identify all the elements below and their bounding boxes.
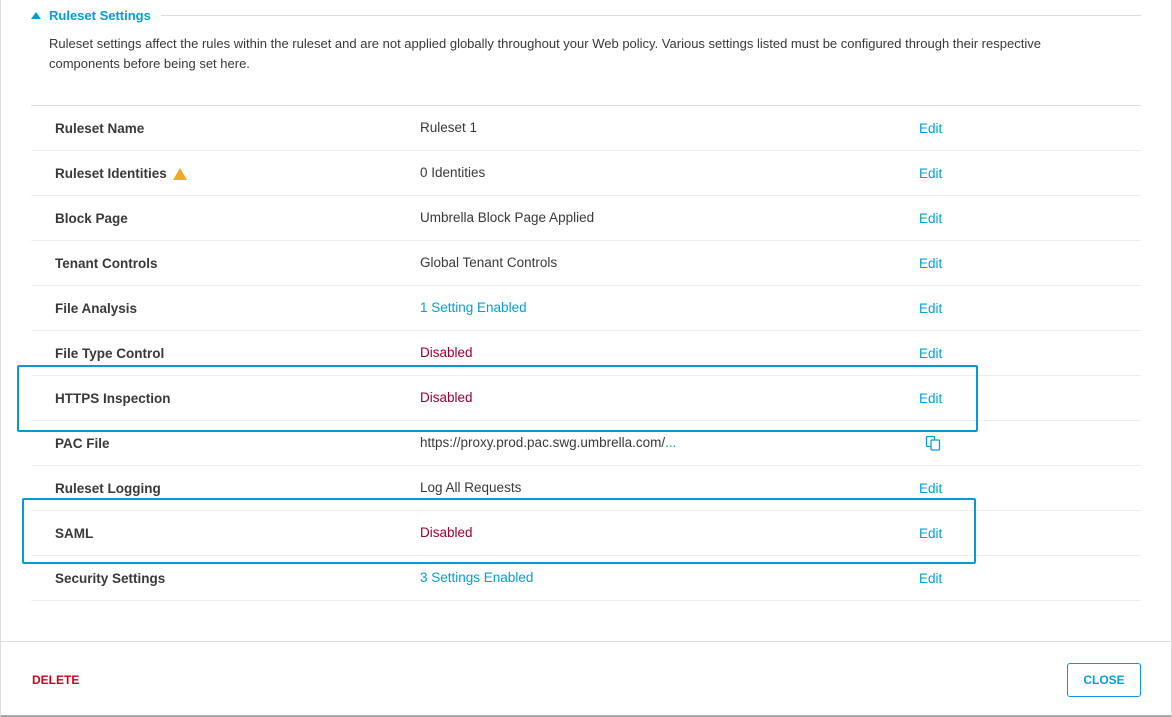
table-row: Ruleset Identities 0 Identities Edit	[31, 151, 1141, 196]
row-label: Ruleset Identities	[55, 166, 187, 181]
table-row: Ruleset Name Ruleset 1 Edit	[31, 106, 1141, 151]
section-description: Ruleset settings affect the rules within…	[49, 36, 1041, 71]
row-label: Tenant Controls	[55, 256, 158, 271]
edit-link[interactable]: Edit	[919, 211, 943, 226]
edit-link[interactable]: Edit	[919, 391, 943, 406]
modal-footer: DELETE CLOSE	[1, 641, 1171, 715]
row-value: Umbrella Block Page Applied	[420, 210, 595, 225]
row-value[interactable]: 3 Settings Enabled	[420, 570, 534, 585]
edit-link[interactable]: Edit	[919, 571, 943, 586]
edit-link[interactable]: Edit	[919, 481, 943, 496]
table-row: PAC File https://proxy.prod.pac.swg.umbre…	[31, 421, 1141, 466]
row-value: Disabled	[420, 390, 473, 405]
edit-link[interactable]: Edit	[919, 121, 943, 136]
close-button[interactable]: CLOSE	[1067, 663, 1141, 697]
row-label: HTTPS Inspection	[55, 391, 171, 406]
row-label: SAML	[55, 526, 94, 541]
table-row: SAML Disabled Edit	[31, 511, 1141, 556]
edit-link[interactable]: Edit	[919, 256, 943, 271]
row-value: Global Tenant Controls	[420, 255, 558, 270]
copy-icon[interactable]	[925, 435, 941, 451]
row-value: https://proxy.prod.pac.swg.umbrella.com/…	[420, 435, 677, 450]
highlight-box-saml	[22, 498, 976, 564]
row-value: 0 Identities	[420, 165, 486, 180]
delete-button[interactable]: DELETE	[32, 673, 80, 687]
row-label: File Analysis	[55, 301, 138, 316]
row-label: Ruleset Logging	[55, 481, 161, 496]
expand-ellipsis[interactable]: ...	[665, 435, 677, 450]
row-label: PAC File	[55, 436, 110, 451]
table-row: Ruleset Logging Log All Requests Edit	[31, 466, 1141, 511]
divider	[160, 15, 1141, 16]
row-value: Disabled	[420, 525, 473, 540]
edit-link[interactable]: Edit	[919, 301, 943, 316]
table-row: File Analysis 1 Setting Enabled Edit	[31, 286, 1141, 331]
warning-icon	[172, 167, 187, 180]
table-row: Block Page Umbrella Block Page Applied Edi…	[31, 196, 1141, 241]
collapse-triangle-icon[interactable]	[31, 12, 41, 19]
row-label: Security Settings	[55, 571, 166, 586]
row-label: Block Page	[55, 211, 128, 226]
section-title[interactable]: Ruleset Settings	[49, 8, 151, 23]
edit-link[interactable]: Edit	[919, 166, 943, 181]
section-header[interactable]: Ruleset Settings	[31, 8, 1141, 23]
table-row: Security Settings 3 Settings Enabled Edit	[31, 556, 1141, 601]
row-label: File Type Control	[55, 346, 165, 361]
table-row: Tenant Controls Global Tenant Controls Edi…	[31, 241, 1141, 286]
row-label: Ruleset Name	[55, 121, 145, 136]
row-value: Disabled	[420, 345, 473, 360]
row-value: Ruleset 1	[420, 120, 478, 135]
row-value: Log All Requests	[420, 480, 522, 495]
table-row: HTTPS Inspection Disabled Edit	[31, 376, 1141, 421]
row-value[interactable]: 1 Setting Enabled	[420, 300, 527, 315]
highlight-box-https	[17, 365, 978, 432]
table-row: File Type Control Disabled Edit	[31, 331, 1141, 376]
edit-link[interactable]: Edit	[919, 346, 943, 361]
settings-table: Ruleset Name Ruleset 1 Edit Ruleset Identit…	[31, 105, 1141, 601]
edit-link[interactable]: Edit	[919, 526, 943, 541]
